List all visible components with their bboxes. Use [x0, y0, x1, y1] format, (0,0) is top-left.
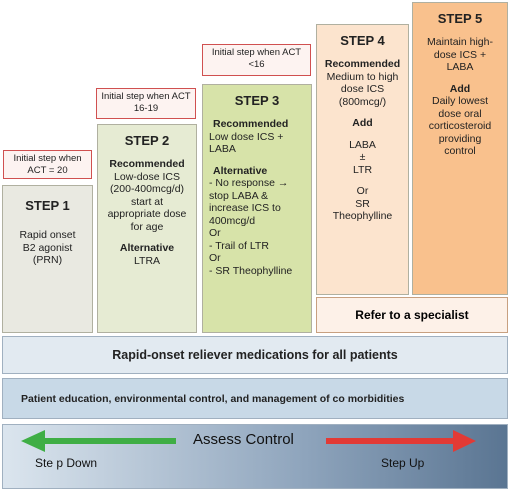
step-box: STEP 1 Rapid onset B2 agonist (PRN) [2, 185, 93, 333]
reliever-text: Rapid-onset reliever medications for all… [112, 348, 398, 362]
specialist-box: Refer to a specialist [316, 297, 508, 333]
step-line: Recommended [324, 58, 401, 70]
step-line: Maintain high- [427, 36, 493, 48]
step-line: Or [356, 185, 369, 197]
step-line: Or [209, 252, 221, 264]
step-line: corticosteroid [428, 120, 492, 132]
reliever-bar: Rapid-onset reliever medications for all… [2, 336, 508, 374]
step-line: Recommended [109, 158, 185, 170]
step-line: Alternative [119, 242, 175, 254]
step-line: (800mcg/) [338, 95, 387, 108]
step-line: (PRN) [32, 254, 63, 266]
step-line: Low dose ICS + [209, 130, 284, 143]
step-line: Alternative [213, 164, 268, 177]
step-line: for age [130, 220, 164, 233]
step-line: LABA [446, 61, 474, 73]
step-line: Medium to high [326, 70, 399, 83]
initial-step-label: Initial step when ACT 16-19 [96, 88, 196, 119]
step-line: Daily lowest [431, 95, 489, 107]
step-line: appropriate dose [107, 208, 187, 220]
step-line: Add [449, 82, 471, 95]
step-line: Add [352, 117, 373, 129]
step-line: SR [355, 197, 370, 210]
step-title: STEP 1 [25, 198, 70, 213]
step-title: STEP 2 [124, 133, 170, 148]
step-line: B2 agonist [22, 241, 73, 254]
step-line: Recommended [213, 118, 289, 130]
step-down-label: Ste p Down [35, 456, 98, 470]
step-line: - No response → [209, 177, 289, 189]
step-line: ± [359, 151, 366, 163]
step-line: stop LABA & [209, 189, 268, 202]
step-line: (200-400mcg/d) [109, 183, 185, 195]
step-line: Or [209, 227, 221, 239]
up-arrow-shaft [326, 438, 456, 444]
step-line: Rapid onset [19, 229, 76, 241]
step-line: - Trail of LTR [209, 239, 269, 252]
assess-bar: Assess Control Ste p Down Step Up [2, 424, 508, 489]
assess-title: Assess Control [193, 431, 294, 448]
initial-step-label: Initial step when ACT <16 [202, 44, 311, 76]
step-line: dose ICS + [433, 48, 487, 61]
step-title: STEP 5 [437, 11, 483, 26]
step-box: STEP 2 Recommended Low-dose ICS (200-400mcg… [97, 124, 197, 333]
step-line: LTR [352, 163, 373, 176]
step-up-label: Step Up [381, 456, 425, 470]
step-box: STEP 3 Recommended Low dose ICS + LABA Alter… [202, 84, 312, 333]
step-line: Theophylline [332, 210, 393, 222]
step-title: STEP 4 [340, 33, 385, 48]
step-line: providing [438, 132, 482, 145]
step-title: STEP 3 [234, 93, 280, 108]
step-line: LTRA [133, 254, 161, 267]
specialist-text: Refer to a specialist [355, 308, 469, 322]
step-line: dose ICS [340, 83, 385, 95]
step-box: STEP 4 Recommended Medium to high dose ICS(… [316, 24, 409, 295]
step-line: dose oral [438, 107, 482, 120]
step-line: LABA [209, 143, 236, 155]
step-box: STEP 5 Maintain high-dose ICS + LABA Add Dai… [412, 2, 508, 295]
step-line: - SR Theophylline [209, 264, 293, 277]
step-line: LABA [349, 138, 376, 151]
down-arrow-head [21, 430, 45, 452]
step-line: start at [130, 195, 164, 208]
education-text: Patient education, environmental control… [21, 392, 405, 405]
step-line: Low-dose ICS [114, 170, 180, 183]
education-bar: Patient education, environmental control… [2, 378, 508, 419]
step-line: increase ICS to [209, 202, 281, 214]
initial-step-label: Initial step when ACT = 20 [3, 150, 92, 179]
step-line: 400mcg/d [209, 214, 256, 227]
step-line: control [444, 145, 476, 157]
up-arrow-head [453, 430, 476, 452]
down-arrow-shaft [43, 438, 176, 444]
arrows [21, 430, 476, 452]
